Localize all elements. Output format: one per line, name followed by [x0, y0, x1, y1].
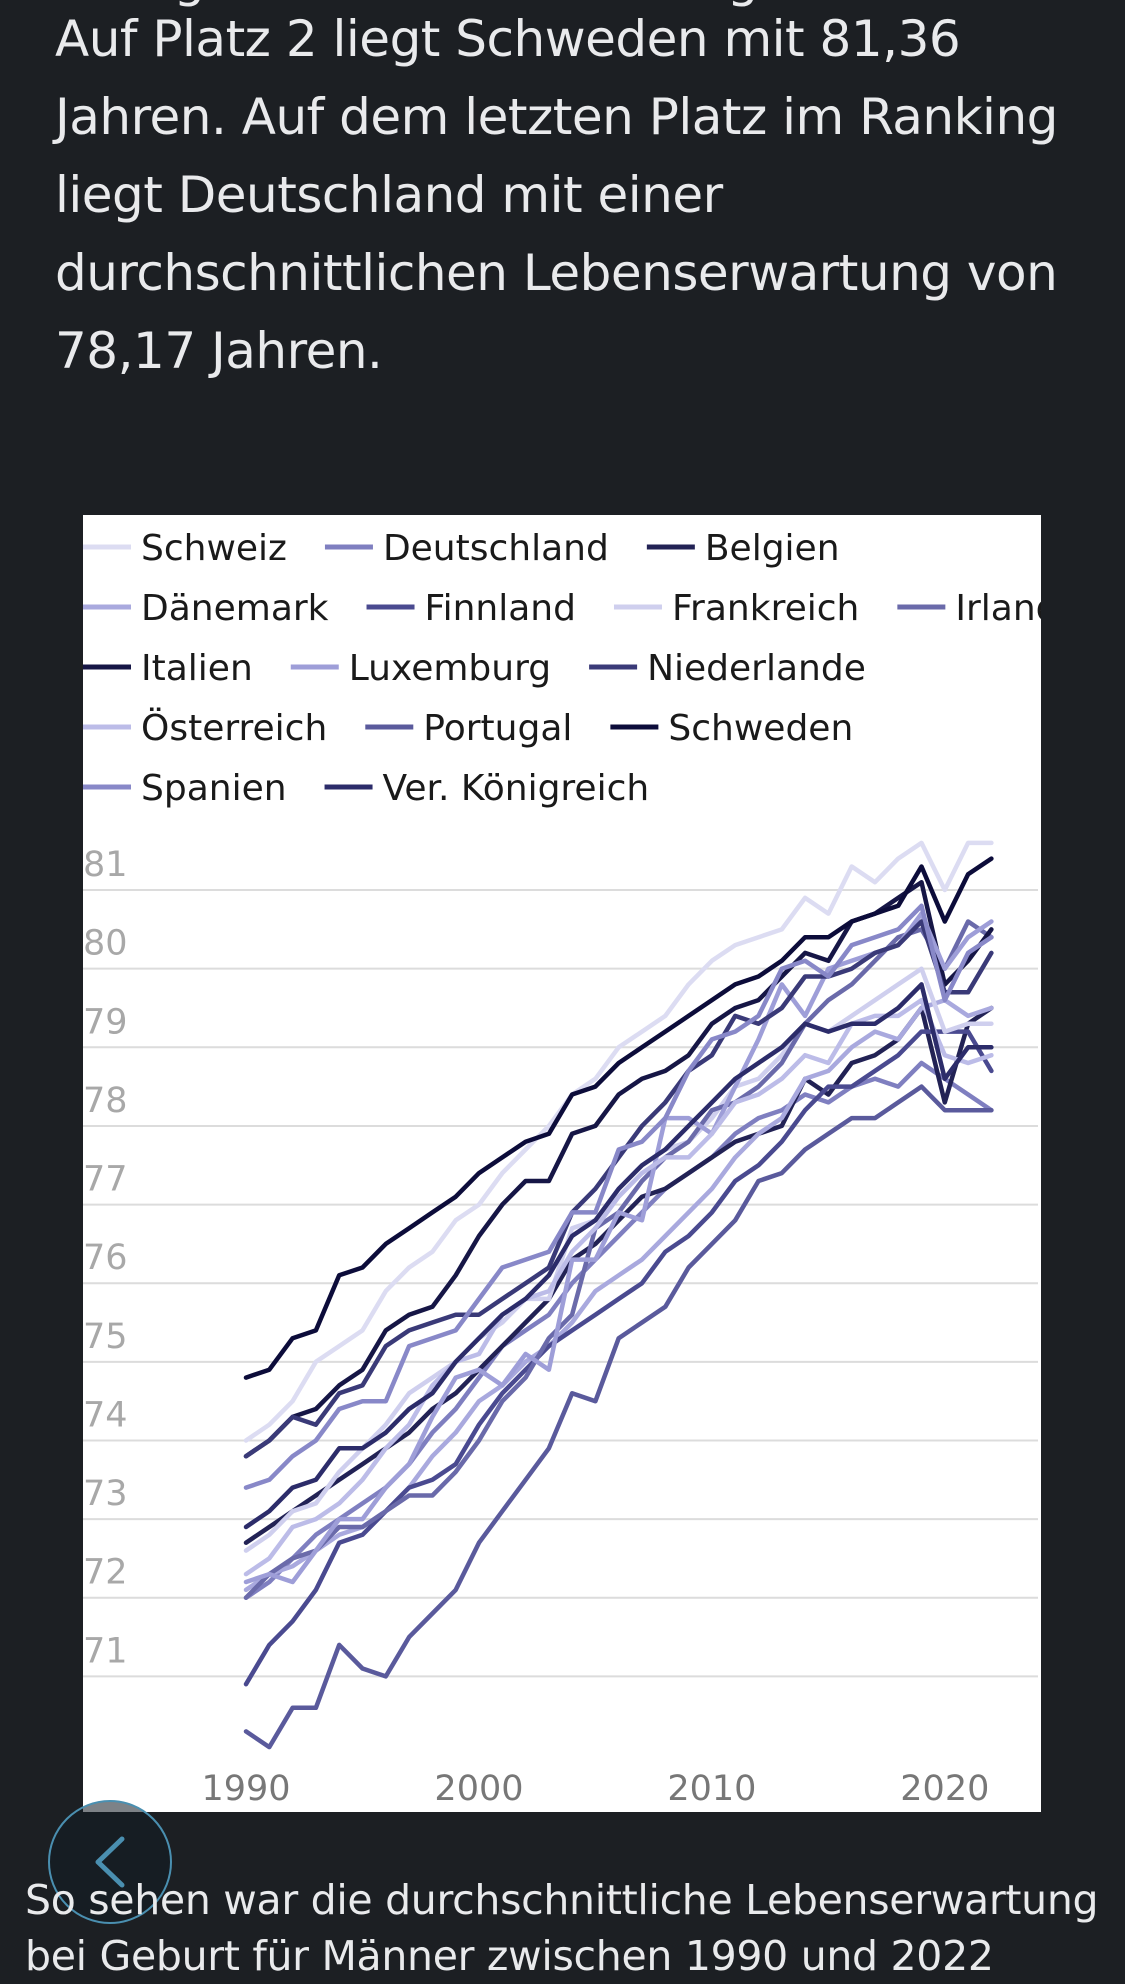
x-tick-label: 2020	[900, 1769, 989, 1809]
y-tick-label: 81	[83, 845, 128, 885]
legend-entry: Finnland	[425, 588, 576, 629]
x-tick-label: 2000	[434, 1769, 523, 1809]
legend-entry: Dänemark	[141, 588, 329, 629]
intro-paragraph: Auf Platz 2 liegt Schweden mit 81,36 Jah…	[55, 10, 1058, 380]
legend-entry: Niederlande	[647, 648, 866, 689]
y-tick-label: 79	[83, 1002, 128, 1042]
y-tick-label: 72	[83, 1553, 128, 1593]
series-line	[243, 856, 994, 1380]
y-tick-label: 80	[83, 924, 128, 964]
legend-entry: Österreich	[141, 707, 327, 749]
legend-entry: Ver. Königreich	[383, 768, 650, 809]
legend-entry: Irland	[955, 588, 1041, 629]
x-tick-label: 1990	[202, 1769, 291, 1809]
legend-entry: Frankreich	[672, 588, 859, 629]
series-line	[243, 997, 994, 1593]
series-line	[243, 982, 994, 1530]
y-tick-label: 73	[83, 1474, 128, 1514]
legend-entry: Schweden	[668, 708, 853, 749]
legend-entry: Spanien	[141, 768, 287, 809]
life-expectancy-chart: Schweiz Deutschland Belgien Dänemark Finnlan…	[83, 515, 1041, 1812]
series-line	[243, 919, 994, 1459]
chart-series	[243, 840, 994, 1750]
series-line	[243, 966, 994, 1553]
chart-legend: Schweiz Deutschland Belgien Dänemark Finnlan…	[83, 528, 1041, 809]
y-tick-label: 75	[83, 1317, 128, 1357]
y-axis-ticks: 71 72 73 74 75 76 77 78 79 80 81	[83, 845, 128, 1671]
y-tick-label: 77	[83, 1160, 128, 1200]
y-tick-label: 71	[83, 1631, 128, 1671]
series-line	[243, 1005, 994, 1545]
intro-partial-line: ... liegt die Lebenserwartung ...	[55, 0, 820, 18]
legend-entry: Portugal	[423, 708, 572, 749]
series-line	[243, 997, 994, 1577]
chart-svg: Schweiz Deutschland Belgien Dänemark Finnlan…	[83, 528, 1041, 1809]
series-line	[243, 1060, 994, 1600]
series-line	[243, 903, 994, 1490]
intro-text-block: ... liegt die Lebenserwartung ... Auf Pl…	[55, 0, 1065, 390]
y-tick-label: 76	[83, 1238, 128, 1278]
outro-paragraph: So sehen war die durchschnittliche Leben…	[25, 1876, 1099, 1980]
y-tick-label: 74	[83, 1395, 128, 1435]
legend-entry: Luxemburg	[349, 648, 551, 689]
x-axis-ticks: 1990 2000 2010 2020	[202, 1769, 990, 1809]
series-line	[243, 1029, 994, 1687]
legend-entry: Schweiz	[141, 528, 287, 569]
legend-entry: Deutschland	[383, 528, 609, 569]
chart-gridlines	[83, 889, 1038, 1678]
y-tick-label: 78	[83, 1081, 128, 1121]
legend-entry: Belgien	[705, 528, 840, 569]
series-line	[243, 840, 994, 1443]
series-line	[243, 1084, 994, 1750]
x-tick-label: 2010	[667, 1769, 756, 1809]
chevron-left-icon	[95, 1836, 125, 1888]
outro-text-block: So sehen war die durchschnittliche Leben…	[25, 1872, 1115, 1984]
back-button[interactable]	[48, 1800, 172, 1924]
legend-entry: Italien	[141, 648, 253, 689]
